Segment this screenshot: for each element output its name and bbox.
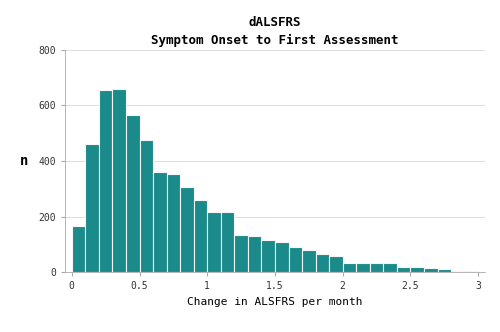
Bar <box>194 200 207 272</box>
Bar <box>438 270 451 272</box>
Bar <box>86 144 99 272</box>
Bar <box>153 172 166 272</box>
Bar <box>370 263 384 272</box>
Bar <box>302 250 316 272</box>
Bar <box>451 271 464 272</box>
Bar <box>424 268 438 272</box>
Bar <box>397 267 410 272</box>
Bar <box>410 267 424 272</box>
Bar <box>329 256 342 272</box>
Bar <box>221 212 234 272</box>
Bar <box>99 90 112 272</box>
Bar <box>180 188 194 272</box>
Bar <box>112 89 126 272</box>
Bar <box>316 254 329 272</box>
Bar <box>126 115 140 272</box>
Title: dALSFRS
Symptom Onset to First Assessment: dALSFRS Symptom Onset to First Assessmen… <box>151 16 399 47</box>
Bar <box>72 226 86 272</box>
Y-axis label: n: n <box>20 154 28 168</box>
Bar <box>342 263 356 272</box>
Bar <box>275 242 288 272</box>
Bar <box>356 263 370 272</box>
Bar <box>262 240 275 272</box>
Bar <box>208 212 221 272</box>
Bar <box>464 271 478 272</box>
Bar <box>384 263 397 272</box>
Bar <box>288 247 302 272</box>
Bar <box>234 235 248 272</box>
X-axis label: Change in ALSFRS per month: Change in ALSFRS per month <box>187 297 363 307</box>
Bar <box>166 174 180 272</box>
Bar <box>140 140 153 272</box>
Bar <box>248 236 262 272</box>
